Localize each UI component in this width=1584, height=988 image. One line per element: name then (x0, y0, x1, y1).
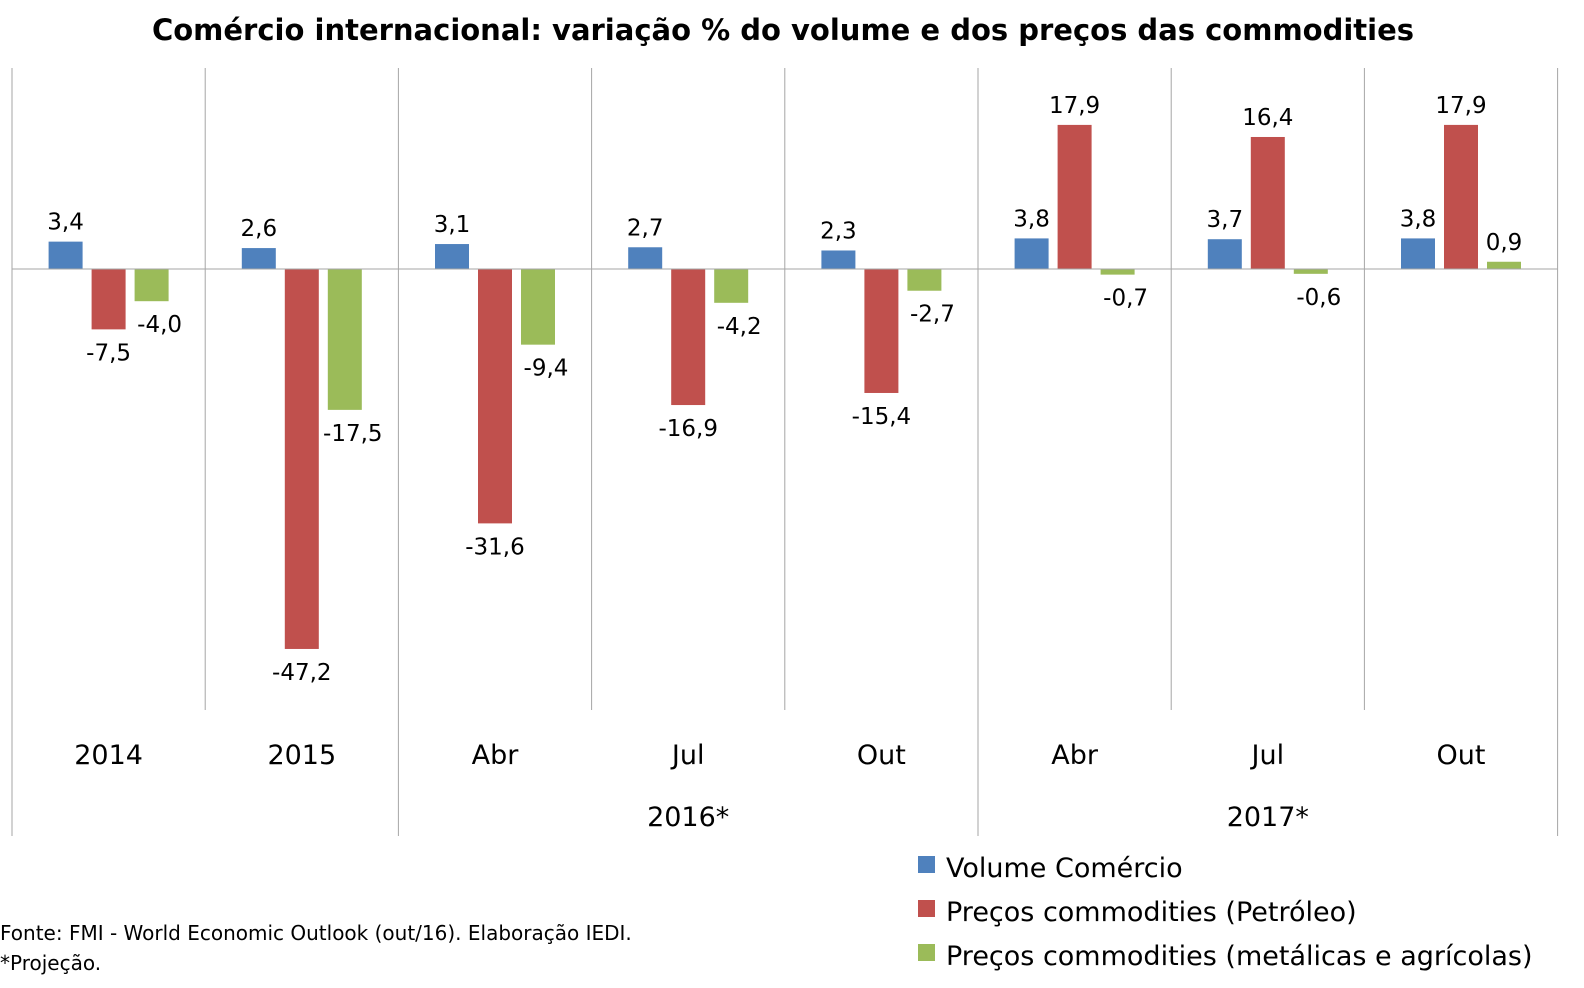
data-label: -2,7 (910, 302, 955, 328)
data-label: -9,4 (524, 356, 569, 382)
bar-series-2-7 (1250, 136, 1285, 269)
legend-entry: Volume Comércio (946, 853, 1183, 884)
category-group-label: 2017* (1227, 802, 1309, 833)
data-label: -4,2 (717, 314, 762, 340)
bar-series-3-3 (521, 269, 555, 345)
bar-series-2-4 (671, 269, 706, 406)
bar-series-2-8 (1444, 124, 1478, 269)
category-label: 2015 (267, 740, 336, 771)
bar-series-1-7 (1207, 239, 1242, 269)
bar-series-3-6 (1100, 269, 1135, 275)
data-label: -0,7 (1103, 286, 1148, 312)
bar-series-3-7 (1293, 269, 1328, 274)
data-label: -17,5 (323, 421, 383, 447)
legend: Volume Comércio Preços commodities (Petró… (918, 853, 1533, 972)
bar-series-1-4 (628, 247, 663, 269)
bar-series-3-2 (327, 269, 362, 410)
bar-series-3-1 (134, 269, 169, 302)
data-label: 3,8 (1013, 206, 1050, 232)
chart-title: Comércio internacional: variação % do vo… (152, 13, 1414, 47)
legend-entry: Preços commodities (metálicas e agrícola… (946, 941, 1533, 972)
category-labels-layer: 2014 2015 Abr Jul Out Abr Jul Out (74, 740, 1485, 771)
bar-series-1-8 (1401, 238, 1435, 269)
category-label: Jul (1250, 740, 1285, 771)
projection-note: *Projeção. (0, 951, 101, 975)
category-label: 2014 (74, 740, 143, 771)
legend-swatch (918, 944, 935, 961)
data-label: -0,6 (1296, 285, 1341, 311)
data-label: 3,8 (1400, 206, 1437, 232)
source-note: Fonte: FMI - World Economic Outlook (out… (0, 921, 632, 945)
bar-series-1-6 (1014, 238, 1049, 269)
bar-series-1-2 (241, 248, 276, 269)
data-labels-layer: 3,4 -7,5-4,0 2,6 -47,2 -17,5 3,1 -31,6 -9,4 2,7 -… (47, 93, 1522, 686)
data-label: 0,9 (1486, 230, 1523, 256)
category-label: Jul (670, 740, 705, 771)
category-label: Abr (472, 740, 520, 771)
bar-series-2-5 (864, 269, 899, 393)
data-label: 2,3 (820, 218, 857, 244)
bar-series-3-8 (1487, 261, 1521, 269)
data-label: 2,7 (627, 215, 664, 241)
category-label: Abr (1051, 740, 1099, 771)
legend-swatch (918, 856, 935, 873)
bar-series-3-4 (714, 269, 749, 303)
bar-series-2-1 (91, 269, 126, 330)
bar-series-2-3 (478, 269, 512, 524)
group-labels-layer: 2016* 2017* (647, 802, 1309, 833)
legend-entry: Preços commodities (Petróleo) (946, 897, 1357, 928)
data-label: 3,1 (434, 212, 471, 238)
data-label: -7,5 (86, 340, 131, 366)
data-label: 17,9 (1049, 93, 1100, 119)
data-label: 3,4 (47, 210, 84, 236)
category-group-label: 2016* (647, 802, 729, 833)
category-label: Out (857, 740, 906, 771)
data-label: 16,4 (1242, 105, 1293, 131)
bars-layer (48, 124, 1521, 649)
legend-swatch (918, 900, 935, 917)
data-label: 17,9 (1435, 93, 1486, 119)
bar-series-1-1 (48, 241, 83, 269)
data-label: -4,0 (137, 312, 182, 338)
category-label: Out (1437, 740, 1486, 771)
data-label: -16,9 (658, 416, 718, 442)
data-label: -47,2 (272, 660, 332, 686)
data-label: -31,6 (465, 534, 525, 560)
data-label: -15,4 (852, 404, 912, 430)
bar-series-1-3 (435, 244, 469, 269)
bar-series-3-5 (907, 269, 942, 291)
data-label: 3,7 (1207, 207, 1244, 233)
bar-series-2-2 (284, 269, 319, 649)
chart-frame (11, 68, 1559, 836)
data-label: 2,6 (241, 216, 278, 242)
bar-series-2-6 (1057, 124, 1092, 269)
bar-series-1-5 (821, 250, 856, 269)
